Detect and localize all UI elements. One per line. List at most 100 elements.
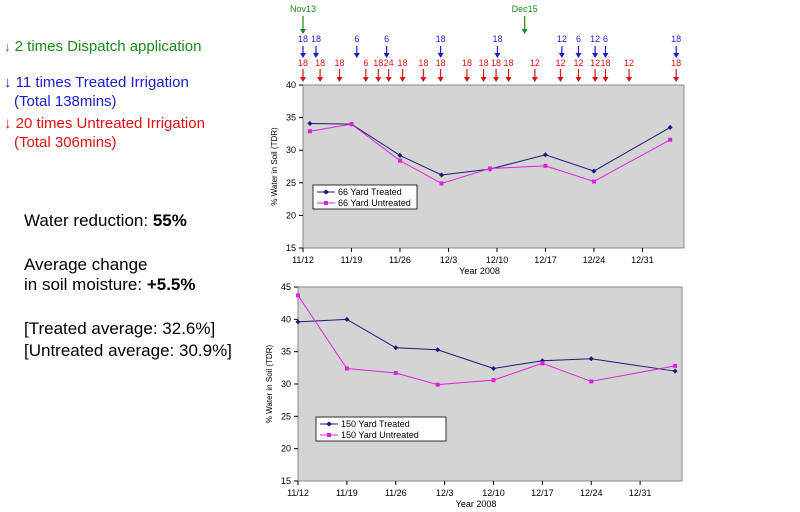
data-point [668,137,673,142]
y-tick-label: 35 [286,113,296,123]
data-point [393,345,399,351]
treated-legend: ↓ 11 times Treated Irrigation [4,74,189,92]
data-point [488,166,493,171]
legend-entry: 150 Yard Untreated [341,430,419,440]
data-point [439,181,444,186]
untreated-arrow [317,77,324,82]
x-tick-label: 11/26 [385,488,407,498]
data-point [491,378,496,383]
y-tick-label: 40 [286,80,296,90]
data-point [435,347,441,353]
untreated-arrow [362,77,369,82]
untreated-arrow [626,77,633,82]
data-point [490,365,496,371]
x-tick-label: 11/26 [389,255,411,265]
untreated-arrow [300,77,306,82]
data-point [540,361,545,366]
treated-average: [Treated average: 32.6%] [24,319,216,338]
treated-marker-label: 18 [436,34,446,44]
data-point [393,371,398,376]
x-tick-label: 12/31 [631,255,654,265]
data-point [349,122,354,127]
y-tick-label: 35 [281,347,291,357]
treated-arrow [494,53,501,58]
untreated-arrow [575,77,582,82]
untreated-marker-label: 18 [315,58,325,68]
untreated-arrow [385,77,392,82]
untreated-arrow [336,77,343,82]
water-reduction: Water reduction: 55% [24,211,187,231]
data-point [543,163,548,168]
y-tick-label: 45 [281,282,291,292]
y-tick-label: 30 [281,379,291,389]
untreated-marker-label: 18 [479,58,489,68]
legend-marker [323,189,329,195]
treated-marker-label: 12 [590,34,600,44]
treated-arrow [300,53,306,58]
untreated-arrow [531,77,538,82]
avg-change-label: in soil moisture: [24,275,147,294]
data-point [673,363,678,368]
data-point [296,293,300,298]
legend-marker [326,421,332,427]
x-tick-label: 12/31 [629,488,652,498]
untreated-arrow [480,77,487,82]
data-point [435,382,440,387]
x-axis-label: Year 2008 [456,499,497,509]
x-tick-label: 11/19 [341,255,363,265]
annotation-panel: ↓ 2 times Dispatch application ↓ 11 time… [0,0,280,512]
treated-marker-label: 18 [671,34,681,44]
untreated-average: [Untreated average: 30.9%] [24,341,232,360]
untreated-text: 20 times Untreated Irrigation [15,115,205,132]
data-point [588,356,594,362]
dispatch-arrow [521,29,528,34]
untreated-marker-label: 12 [624,58,634,68]
x-tick-label: 11/19 [336,488,358,498]
untreated-arrow [463,77,470,82]
untreated-marker-label: 18 [418,58,428,68]
water-reduction-value: 55% [152,211,187,230]
untreated-arrow [602,77,609,82]
legend-entry: 66 Yard Untreated [338,198,411,208]
x-tick-label: 12/3 [440,255,458,265]
x-tick-label: 12/24 [583,255,606,265]
arrow-down-icon: ↓ [4,115,12,132]
untreated-arrow [375,77,382,82]
treated-marker-label: 6 [603,34,608,44]
untreated-arrow [420,77,427,82]
x-tick-label: 12/10 [482,488,505,498]
dispatch-arrow [300,29,306,34]
treated-marker-label: 18 [492,34,502,44]
treated-arrow [437,53,444,58]
treated-arrow [353,53,360,58]
untreated-marker-label: 18 [601,58,611,68]
y-tick-label: 15 [281,476,291,486]
treated-arrow [383,53,390,58]
untreated-arrow [437,77,444,82]
avg-change-line1: Average change [24,255,148,274]
arrow-down-icon: ↓ [4,74,12,91]
legend-entry: 66 Yard Treated [338,187,402,197]
y-tick-label: 15 [286,243,296,253]
water-reduction-label: Water reduction: [24,211,153,230]
untreated-arrow [673,77,680,82]
dispatch-text: 2 times Dispatch application [14,38,202,55]
treated-text: 11 times Treated Irrigation [15,74,189,91]
treated-marker-label: 12 [557,34,567,44]
untreated-arrow [399,77,406,82]
dispatch-legend: ↓ 2 times Dispatch application [4,38,201,56]
treated-total: (Total 138mins) [14,93,117,110]
series-line [297,318,676,372]
untreated-total: (Total 306mins) [14,134,117,151]
untreated-marker-label: 18 [462,58,472,68]
treated-arrow [312,53,319,58]
untreated-marker-label: 12 [555,58,565,68]
treated-marker-label: 6 [354,34,359,44]
untreated-marker-label: 12 [530,58,540,68]
untreated-marker-label: 18 [334,58,344,68]
treated-arrow [558,53,565,58]
treated-marker-label: 6 [384,34,389,44]
data-point [591,168,597,174]
data-point [439,172,445,178]
data-point [344,366,349,371]
